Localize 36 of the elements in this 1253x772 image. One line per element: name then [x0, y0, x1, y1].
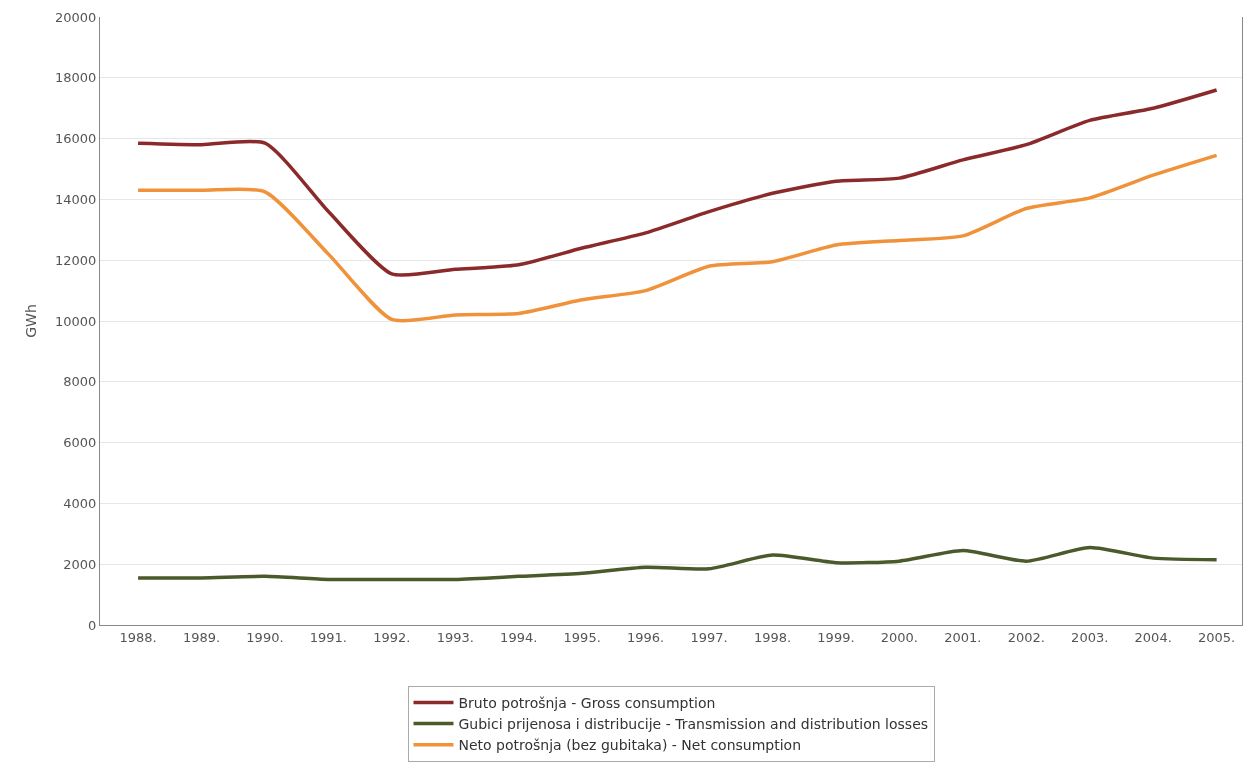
y-tick-label: 6000 — [63, 435, 97, 451]
x-tick-label: 2004. — [1134, 629, 1172, 645]
x-tick-label: 1989. — [182, 629, 221, 645]
y-tick-label: 16000 — [55, 131, 97, 147]
y-tick-label: 14000 — [55, 191, 97, 207]
x-tick-label: 1990. — [246, 629, 284, 645]
x-tick-label: 2000. — [880, 629, 919, 645]
y-tick-label: 8000 — [63, 374, 97, 390]
y-tick-label: 4000 — [63, 495, 97, 511]
x-tick-label: 1999. — [817, 629, 855, 645]
x-tick-label: 1996. — [627, 629, 665, 645]
x-tick-label: 1991. — [309, 629, 348, 645]
y-tick-label: 10000 — [55, 313, 97, 329]
y-tick-label: 18000 — [55, 70, 97, 86]
legend-label: Neto potrošnja (bez gubitaka) - Net consumption — [458, 737, 802, 754]
y-axis-title: GWh — [22, 304, 39, 338]
x-tick-label: 2001. — [944, 629, 982, 645]
legend-label: Bruto potrošnja - Gross consumption — [458, 694, 716, 711]
x-tick-label: 1997. — [690, 629, 728, 645]
x-tick-label: 2002. — [1007, 629, 1045, 645]
x-tick-label: 1994. — [500, 629, 538, 645]
line-series — [136, 153, 1219, 323]
y-tick-label: 0 — [88, 617, 97, 633]
x-tick-label: 1992. — [373, 629, 411, 645]
y-tick-label: 2000 — [63, 556, 97, 572]
line-series — [136, 88, 1219, 277]
y-tick-label: 12000 — [55, 252, 97, 268]
x-tick-label: 1988. — [119, 629, 157, 645]
line-series — [136, 545, 1219, 582]
x-tick-label: 1995. — [563, 629, 601, 645]
x-tick-label: 2003. — [1071, 629, 1109, 645]
x-tick-label: 1998. — [753, 629, 792, 645]
x-tick-label: 2005. — [1198, 629, 1236, 645]
x-tick-label: 1993. — [436, 629, 474, 645]
y-tick-label: 20000 — [55, 9, 97, 25]
legend-label: Gubici prijenosa i distribucije - Transmission and distribution losses — [458, 716, 929, 733]
